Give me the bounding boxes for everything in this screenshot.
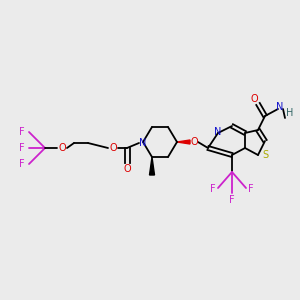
Text: O: O [250, 94, 258, 104]
Text: F: F [248, 184, 254, 194]
Text: S: S [262, 150, 268, 160]
Text: O: O [109, 143, 117, 153]
Text: F: F [19, 143, 25, 153]
Text: N: N [139, 138, 147, 148]
Text: O: O [123, 164, 131, 174]
Text: N: N [276, 102, 284, 112]
Text: N: N [214, 127, 222, 137]
Polygon shape [177, 140, 190, 144]
Text: F: F [19, 127, 25, 137]
Text: H: H [286, 108, 294, 118]
Text: O: O [190, 137, 198, 147]
Polygon shape [149, 157, 154, 175]
Text: F: F [229, 195, 235, 205]
Text: F: F [210, 184, 216, 194]
Text: O: O [58, 143, 66, 153]
Text: F: F [19, 159, 25, 169]
